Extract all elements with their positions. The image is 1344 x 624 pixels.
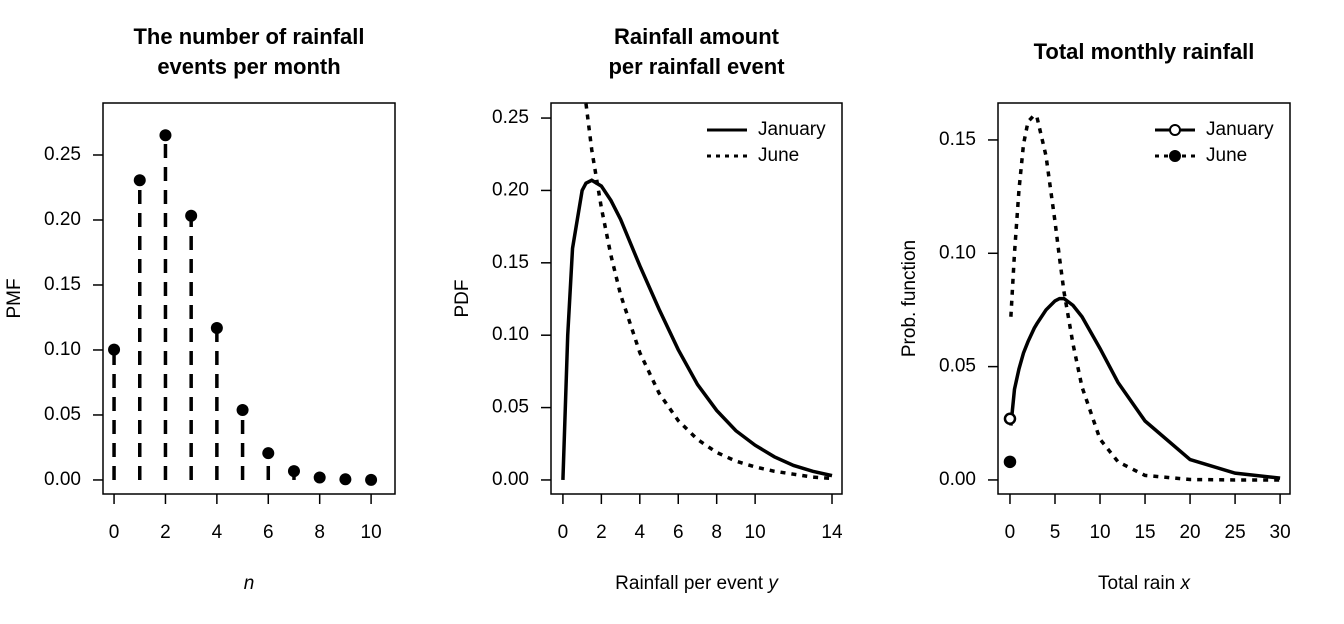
- y-tick-label: 0.10: [939, 242, 976, 263]
- stem-point: [159, 129, 172, 142]
- x-tick-label: 6: [263, 522, 274, 543]
- x-tick-label: 2: [596, 522, 607, 543]
- x-tick-label: 10: [745, 522, 766, 543]
- x-tick-label: 4: [635, 522, 646, 543]
- x-tick-label: 0: [1005, 522, 1016, 543]
- y-tick-label: 0.20: [44, 209, 81, 230]
- x-tick-label: 6: [673, 522, 684, 543]
- y-tick-label: 0.00: [939, 469, 976, 490]
- plot-frame: [550, 102, 843, 495]
- x-tick-label: 5: [1050, 522, 1061, 543]
- legend-label: June: [1206, 145, 1247, 166]
- stem-point: [365, 473, 378, 486]
- x-tick-label: 25: [1225, 522, 1246, 543]
- x-tick-label: 30: [1270, 522, 1291, 543]
- x-tick-label: 10: [361, 522, 382, 543]
- x-tick-label: 4: [212, 522, 223, 543]
- panel: Total monthly rainfall 0 5 10 15 20 25 30 0.00 0.…: [899, 39, 1291, 594]
- x-tick-label: 8: [314, 522, 325, 543]
- x-axis-label: n: [244, 573, 255, 594]
- legend-label: June: [758, 145, 799, 166]
- chart-title: Total monthly rainfall: [1034, 39, 1255, 64]
- x-axis-label: Total rain x: [1098, 573, 1191, 594]
- stem-point: [108, 343, 121, 356]
- x-tick-label: 15: [1134, 522, 1155, 543]
- y-tick-label: 0.10: [44, 339, 81, 360]
- stem-point: [287, 465, 300, 478]
- x-tick-label: 2: [160, 522, 171, 543]
- x-tick-label: 20: [1179, 522, 1200, 543]
- series-line: [584, 103, 833, 481]
- y-tick-label: 0.10: [492, 324, 529, 345]
- x-axis-variable: y: [766, 573, 779, 594]
- y-tick-label: 0.00: [492, 469, 529, 490]
- y-axis-label: Prob. function: [899, 240, 920, 357]
- plot-frame: [102, 102, 396, 495]
- legend-marker: [1169, 150, 1181, 162]
- panel: The number of rainfall events per month 0 2…: [4, 24, 396, 594]
- legend-label: January: [758, 119, 826, 140]
- stem-point: [185, 209, 198, 222]
- x-axis-label: Rainfall per event y: [615, 573, 779, 594]
- stem-point: [210, 322, 223, 335]
- x-tick-label: 14: [821, 522, 843, 543]
- x-axis-label-text: Total rain: [1098, 573, 1175, 594]
- y-axis-label: PMF: [4, 278, 25, 318]
- y-tick-label: 0.20: [492, 179, 529, 200]
- y-tick-label: 0.05: [939, 356, 976, 377]
- stem-point: [133, 174, 146, 187]
- y-tick-label: 0.25: [492, 107, 529, 128]
- series-line: [561, 178, 833, 481]
- point-mass: [1003, 455, 1017, 469]
- stem-point: [236, 404, 249, 417]
- x-tick-label: 10: [1089, 522, 1110, 543]
- series-line: [1009, 296, 1281, 480]
- chart-title: per rainfall event: [608, 54, 785, 79]
- chart-title: The number of rainfall: [133, 24, 364, 49]
- y-tick-label: 0.15: [939, 129, 976, 150]
- y-tick-label: 0.25: [44, 144, 81, 165]
- series-line: [1009, 112, 1281, 482]
- chart-title: events per month: [157, 54, 340, 79]
- panel: Rainfall amount per rainfall event 0 2 4 6 8 10…: [452, 24, 843, 594]
- x-axis-label-text: Rainfall per event: [615, 573, 764, 594]
- y-tick-label: 0.15: [492, 252, 529, 273]
- legend-marker: [1169, 124, 1181, 136]
- y-tick-label: 0.00: [44, 469, 81, 490]
- plot-frame: [997, 102, 1291, 495]
- x-tick-label: 8: [711, 522, 722, 543]
- point-mass: [1003, 412, 1017, 425]
- legend-label: January: [1206, 119, 1274, 140]
- chart-title: Rainfall amount: [614, 24, 780, 49]
- y-tick-label: 0.05: [44, 404, 81, 425]
- stem-point: [313, 471, 326, 484]
- x-axis-variable: n: [244, 573, 255, 594]
- y-tick-label: 0.05: [492, 397, 529, 418]
- x-tick-label: 0: [109, 522, 120, 543]
- y-tick-label: 0.15: [44, 274, 81, 295]
- stem-point: [339, 473, 352, 486]
- y-axis-label: PDF: [452, 280, 473, 318]
- stem-point: [262, 447, 275, 460]
- x-axis-variable: x: [1179, 573, 1191, 594]
- x-tick-label: 0: [558, 522, 569, 543]
